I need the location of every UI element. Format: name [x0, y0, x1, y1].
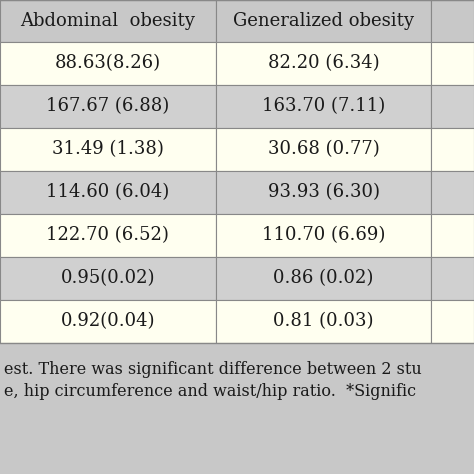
Text: 0.92(0.04): 0.92(0.04): [61, 312, 155, 330]
Bar: [0, 257, 216, 300]
Text: 110.70 (6.69): 110.70 (6.69): [262, 227, 385, 245]
Bar: [0, 214, 216, 257]
Bar: [216, 0, 431, 42]
Bar: [431, 42, 474, 85]
Bar: [216, 257, 431, 300]
Bar: [216, 171, 431, 214]
Bar: [0, 128, 216, 171]
Bar: [0, 343, 474, 474]
Bar: [216, 42, 431, 85]
Bar: [431, 128, 474, 171]
Text: 82.20 (6.34): 82.20 (6.34): [268, 55, 379, 73]
Text: 0.81 (0.03): 0.81 (0.03): [273, 312, 374, 330]
Bar: [0, 0, 216, 42]
Bar: [431, 300, 474, 343]
Bar: [216, 300, 431, 343]
Text: 122.70 (6.52): 122.70 (6.52): [46, 227, 169, 245]
Bar: [431, 214, 474, 257]
Bar: [216, 128, 431, 171]
Bar: [0, 300, 216, 343]
Bar: [431, 0, 474, 42]
Text: Abdominal  obesity: Abdominal obesity: [20, 12, 195, 30]
Text: 0.95(0.02): 0.95(0.02): [61, 270, 155, 288]
Text: e, hip circumference and waist/hip ratio.  *Signific: e, hip circumference and waist/hip ratio…: [4, 383, 416, 400]
Bar: [0, 171, 216, 214]
Bar: [216, 214, 431, 257]
Text: 93.93 (6.30): 93.93 (6.30): [267, 183, 380, 201]
Bar: [431, 171, 474, 214]
Text: 114.60 (6.04): 114.60 (6.04): [46, 183, 170, 201]
Text: 163.70 (7.11): 163.70 (7.11): [262, 98, 385, 116]
Text: est. There was significant difference between 2 stu: est. There was significant difference be…: [4, 361, 422, 378]
Bar: [431, 257, 474, 300]
Bar: [216, 85, 431, 128]
Bar: [0, 42, 216, 85]
Bar: [431, 85, 474, 128]
Text: 167.67 (6.88): 167.67 (6.88): [46, 98, 170, 116]
Text: 88.63(8.26): 88.63(8.26): [55, 55, 161, 73]
Text: Generalized obesity: Generalized obesity: [233, 12, 414, 30]
Text: 0.86 (0.02): 0.86 (0.02): [273, 270, 374, 288]
Text: 31.49 (1.38): 31.49 (1.38): [52, 140, 164, 158]
Text: 30.68 (0.77): 30.68 (0.77): [268, 140, 379, 158]
Bar: [0, 85, 216, 128]
